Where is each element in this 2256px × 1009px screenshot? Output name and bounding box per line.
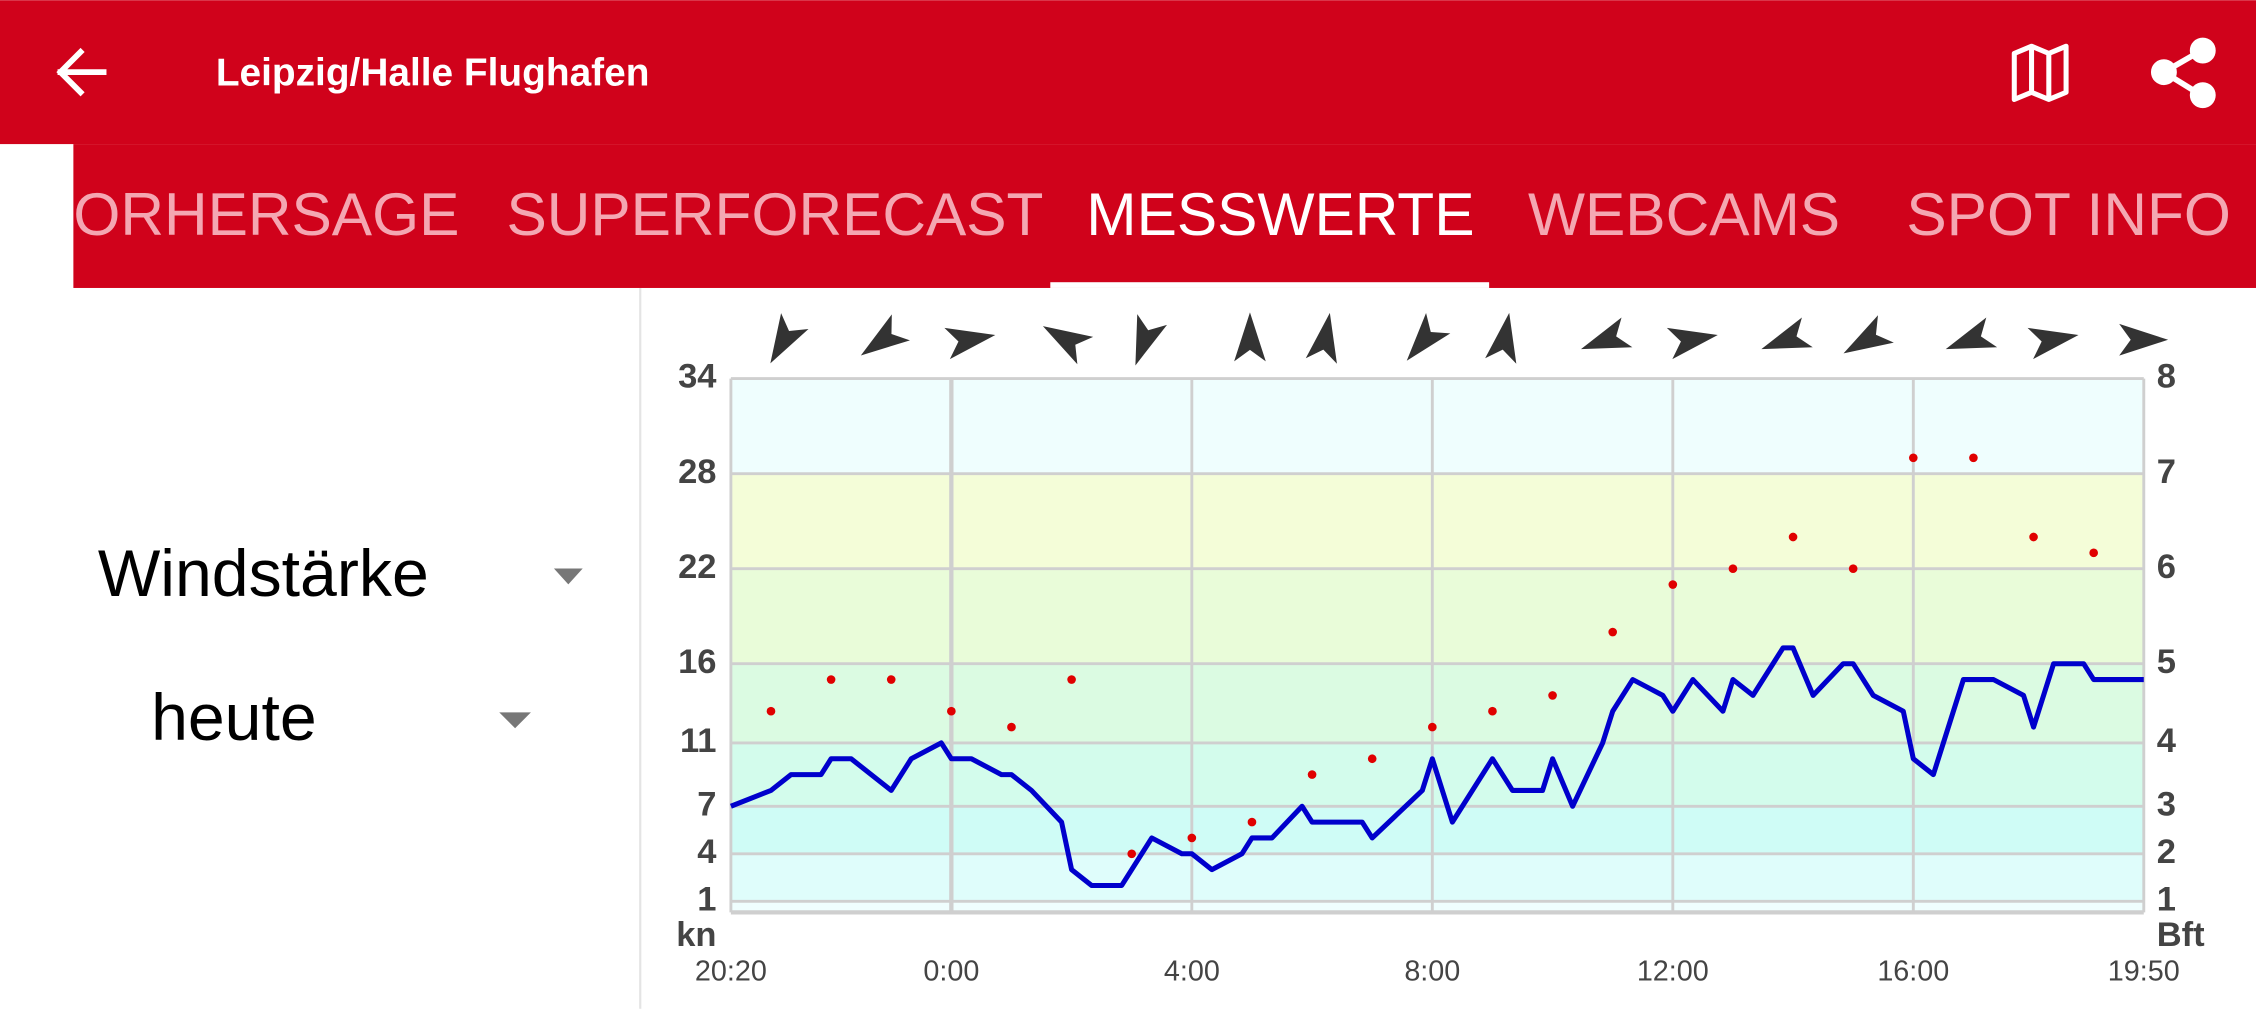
share-icon (2189, 37, 2216, 64)
gust-dot (1127, 849, 1137, 859)
tab[interactable]: ORHERSAGE (73, 180, 459, 248)
y-tick-label: 4 (697, 833, 717, 871)
gust-dot (2089, 548, 2098, 558)
y-tick-label: 28 (678, 453, 716, 491)
y-axis-unit: kn (676, 916, 716, 954)
gust-dot (826, 675, 836, 684)
direction-arrow (1042, 326, 1094, 365)
gust-dot (1067, 675, 1076, 684)
y-tick-label: 22 (678, 548, 716, 586)
x-tick-label: 19:50 (2108, 955, 2180, 987)
direction-arrow (2119, 323, 2169, 356)
back-icon (56, 47, 107, 97)
direction-arrow (1135, 314, 1167, 366)
band (730, 901, 2144, 913)
dropdown-icon[interactable] (553, 568, 583, 585)
tab[interactable]: MESSWERTE (1086, 180, 1474, 248)
app-bar (0, 0, 2256, 145)
gust-dot (1187, 833, 1197, 843)
parameter-selector[interactable]: Windstärke (98, 537, 429, 611)
tab[interactable]: SUPERFORECAST (506, 180, 1043, 248)
band (730, 568, 2144, 664)
y2-tick-label: 1 (2157, 880, 2176, 918)
direction-arrow (1945, 317, 1998, 350)
gust-dot (2029, 532, 2038, 542)
wind-line (729, 645, 2144, 888)
direction-arrow (1485, 312, 1517, 364)
share-icon (2150, 59, 2177, 86)
gust-dot (1908, 453, 1918, 463)
gust-dot (1367, 754, 1377, 764)
gust-dot (1428, 722, 1437, 732)
gust-dot (1247, 817, 1257, 827)
map-icon (2011, 43, 2069, 103)
band (730, 378, 2144, 474)
direction-arrow (1406, 313, 1451, 361)
gust-dot (947, 706, 956, 716)
app-title: Leipzig/Halle Flughafen (216, 51, 650, 94)
direction-arrow (1843, 315, 1894, 354)
y-tick-label: 16 (678, 643, 716, 681)
direction-arrow (1305, 312, 1337, 364)
y-tick-label: 34 (678, 358, 717, 396)
gust-dot (1728, 564, 1738, 573)
gust-dot (1307, 770, 1317, 779)
gust-dot (1969, 453, 1978, 463)
tab[interactable]: WEBCAMS (1528, 180, 1840, 248)
y-tick-label: 7 (697, 785, 716, 823)
y2-tick-label: 4 (2157, 722, 2177, 760)
y2-tick-label: 3 (2157, 785, 2176, 823)
tab-bar (73, 144, 2256, 288)
x-tick-label: 12:00 (1637, 955, 1709, 987)
y2-tick-label: 2 (2157, 833, 2176, 871)
x-tick-label: 20:20 (695, 955, 767, 987)
tab[interactable]: SPOT INFO (1906, 180, 2230, 248)
gust-dot (1007, 722, 1016, 732)
band (730, 806, 2144, 854)
direction-arrow (1666, 327, 1718, 360)
gust-dot (1848, 564, 1858, 573)
direction-arrow (1580, 317, 1633, 350)
share-icon (2189, 82, 2216, 109)
y-tick-label: 11 (680, 722, 717, 760)
x-tick-label: 4:00 (1164, 955, 1220, 987)
share-button[interactable] (2150, 37, 2216, 109)
gust-dot (1668, 580, 1678, 589)
direction-arrow (944, 327, 996, 360)
period-selector[interactable]: heute (151, 681, 317, 755)
band (730, 663, 2144, 743)
direction-arrow (860, 314, 910, 356)
x-tick-label: 0:00 (923, 955, 979, 987)
band (730, 473, 2144, 569)
gust-dot (1788, 532, 1798, 542)
gust-dot (766, 706, 776, 716)
band (730, 853, 2144, 902)
direction-arrow (1761, 317, 1813, 350)
gust-dot (1608, 627, 1618, 637)
direction-arrow (1234, 312, 1266, 362)
tab-indicator (1050, 282, 1490, 288)
y2-tick-label: 7 (2157, 453, 2176, 491)
direction-arrow (770, 313, 809, 364)
y2-tick-label: 6 (2157, 548, 2176, 586)
x-tick-label: 16:00 (1877, 955, 1949, 987)
y2-tick-label: 8 (2157, 358, 2176, 396)
x-tick-label: 8:00 (1404, 955, 1460, 987)
back-button[interactable] (56, 47, 107, 97)
y2-axis-unit: Bft (2157, 916, 2205, 954)
map-button[interactable] (2011, 43, 2069, 103)
dropdown-icon[interactable] (499, 712, 531, 729)
direction-arrow (2027, 327, 2079, 360)
gust-dot (886, 675, 896, 684)
y2-tick-label: 5 (2157, 643, 2176, 681)
y-tick-label: 1 (697, 880, 716, 918)
gust-dot (1488, 706, 1497, 716)
gust-dot (1548, 691, 1557, 700)
